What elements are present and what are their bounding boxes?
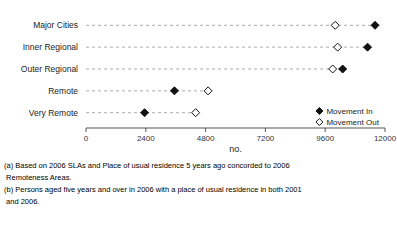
- axis-line: [86, 128, 385, 129]
- legend: Movement In Movement Out: [316, 107, 380, 127]
- tick-mark: [145, 128, 146, 132]
- dot: [192, 109, 200, 117]
- dot: [334, 43, 342, 51]
- tick-mark: [325, 128, 326, 132]
- tick-mark: [205, 128, 206, 132]
- tick-mark: [265, 128, 266, 132]
- legend-marker: [316, 108, 323, 115]
- tick-label: 2400: [137, 134, 155, 143]
- axis-label: no.: [229, 144, 242, 154]
- legend-marker: [316, 119, 323, 126]
- connector: [86, 69, 343, 70]
- dot: [329, 65, 337, 73]
- category-label: Outer Regional: [21, 64, 78, 74]
- dot: [364, 43, 372, 51]
- plot-area: [86, 21, 379, 116]
- legend-label: Movement In: [326, 107, 372, 116]
- footnote: (b) Persons aged five years and over in …: [4, 185, 302, 194]
- tick-label: 7200: [257, 134, 275, 143]
- footnotes: (a) Based on 2006 SLAs and Place of usua…: [4, 161, 302, 206]
- tick-label: 4800: [197, 134, 215, 143]
- dot: [331, 21, 339, 29]
- x-axis: 0 2400 4800 7200 9600 12000 no.: [84, 128, 397, 154]
- connector: [86, 90, 208, 91]
- tick-label: 0: [84, 134, 89, 143]
- dot: [339, 65, 347, 73]
- category-label: Inner Regional: [23, 42, 78, 52]
- connector: [86, 47, 368, 48]
- tick-mark: [385, 128, 386, 132]
- footnote: and 2006.: [4, 197, 39, 206]
- footnote: Remoteness Areas.: [4, 173, 72, 182]
- dot: [170, 87, 178, 95]
- dot: [141, 109, 149, 117]
- dot: [371, 21, 379, 29]
- tick-label: 9600: [316, 134, 334, 143]
- category-label: Remote: [48, 86, 78, 96]
- dot: [204, 87, 212, 95]
- legend-label: Movement Out: [326, 118, 379, 127]
- category-label: Major Cities: [33, 20, 78, 30]
- y-axis: Very Remote Remote Outer Regional Inner Reg…: [21, 20, 78, 117]
- category-label: Very Remote: [29, 108, 78, 118]
- chart: 0 2400 4800 7200 9600 12000 no. Very Remote Remo…: [0, 0, 397, 227]
- tick-mark: [86, 128, 87, 132]
- footnote: (a) Based on 2006 SLAs and Place of usua…: [4, 161, 290, 170]
- tick-label: 12000: [374, 134, 397, 143]
